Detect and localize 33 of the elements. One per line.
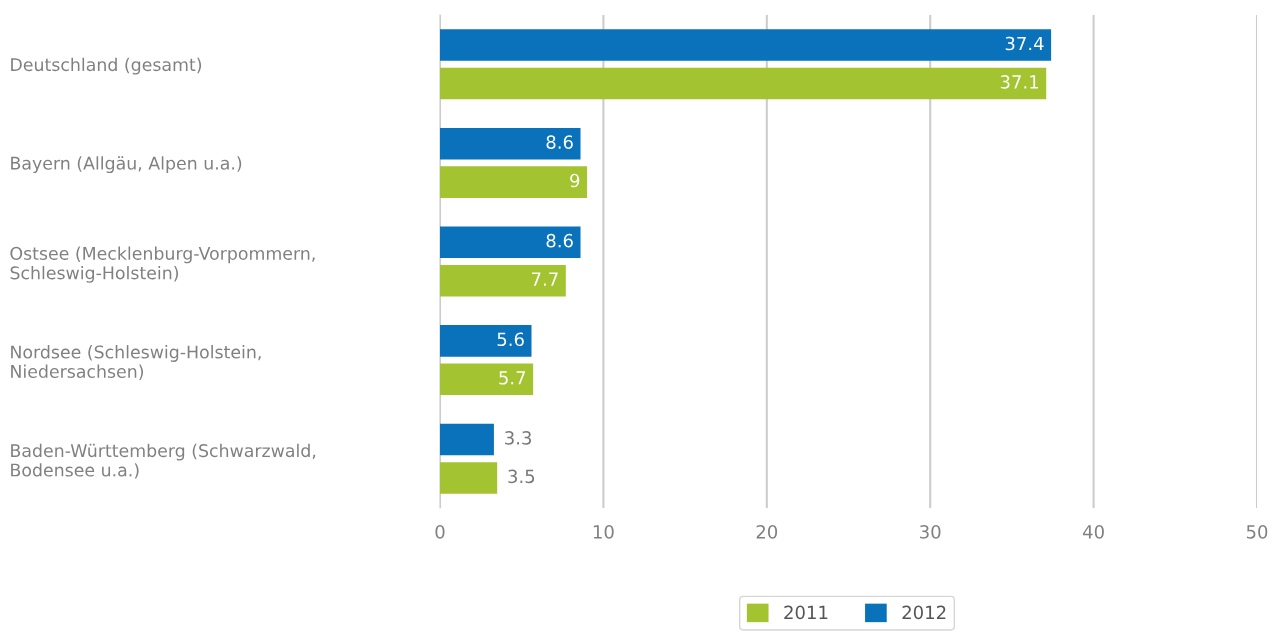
- y-tick-label: Deutschland (gesamt): [11, 57, 202, 75]
- x-tick-label: 40: [1083, 524, 1104, 539]
- data-label: 9: [570, 173, 580, 188]
- bar: [440, 325, 532, 357]
- data-label: 5.7: [499, 371, 526, 385]
- bar: [440, 462, 498, 494]
- y-tick-label: Ostsee (Mecklenburg-Vorpommern, Schleswig-Holstein): [10, 246, 315, 283]
- y-tick-label: Nordsee (Schleswig-Holstein, Niedersachsen): [11, 345, 261, 381]
- x-tick-label: 0: [435, 524, 445, 539]
- data-label: 37.1: [1000, 75, 1039, 89]
- data-label: 7.7: [532, 272, 558, 286]
- data-label: 3.3: [505, 431, 531, 445]
- bar: [440, 264, 566, 297]
- bar: [440, 363, 534, 396]
- bar: [440, 423, 494, 456]
- data-label: 8.6: [546, 135, 573, 149]
- bar: [440, 29, 1052, 61]
- y-tick-label: Baden-Württemberg (Schwarzwald, Bodensee u.a.): [11, 443, 316, 479]
- data-label: 5.6: [497, 332, 524, 347]
- legend-label: 2011: [784, 605, 828, 620]
- x-tick-label: 30: [920, 524, 941, 539]
- bar: [440, 127, 581, 160]
- data-label: 8.6: [546, 233, 573, 248]
- data-label: 37.4: [1005, 36, 1044, 51]
- x-tick-label: 20: [756, 524, 778, 539]
- data-label: 3.5: [508, 469, 535, 484]
- legend-label: 2012: [902, 605, 946, 620]
- bar: [440, 67, 1047, 100]
- bar: [440, 166, 588, 198]
- x-tick-label: 10: [593, 524, 614, 539]
- y-tick-label: Bayern (Allgäu, Alpen u.a.): [11, 156, 242, 174]
- bar: [440, 226, 581, 259]
- x-tick-label: 50: [1246, 524, 1268, 539]
